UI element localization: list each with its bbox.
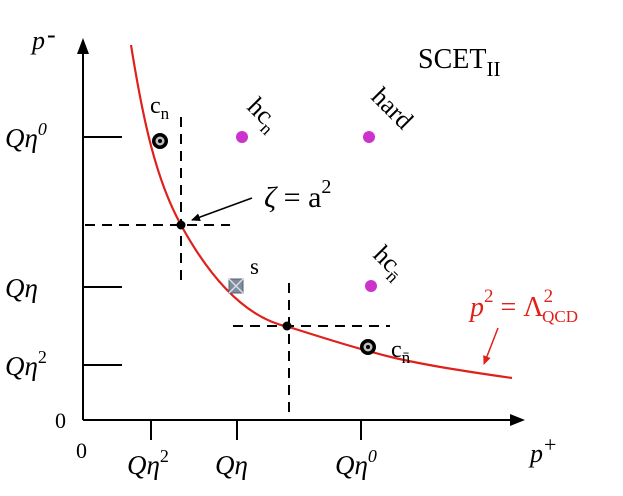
y-tick-label-1: Qη0 [5,119,47,153]
intersection-dot-2 [282,321,292,331]
y-axis-arrowhead [77,38,89,54]
x-tick-label-2: Qη [215,450,248,480]
x-tick-label-1: Qη2 [127,446,169,480]
intersection-dot-1 [176,220,186,230]
label-hcn: hcn [239,92,286,139]
origin-label-x: 0 [76,438,87,463]
label-hard: hard [366,82,419,135]
origin-label-y: 0 [55,408,66,433]
point-hard-marker [363,131,375,143]
y-axis-label: p- [30,20,56,55]
y-tick-label-3: Qη2 [5,347,47,381]
x-axis-arrowhead [510,414,525,426]
curve-label: p2 = Λ2 QCD [468,286,578,326]
point-s-marker [228,278,244,294]
hyperbola-curve [129,44,513,380]
point-cnbar-marker [360,339,376,355]
point-hcn-marker [236,131,248,143]
y-tick-label-2: Qη [5,273,38,303]
label-hcnbar: hcn̄ [365,240,412,287]
zeta-arrow [191,197,253,222]
label-cnbar: cn̄ [391,337,411,367]
zeta-label: ζ = a2 [264,176,331,214]
title: SCETII [418,44,500,81]
label-cn: cn [150,93,170,123]
x-axis-label: p+ [528,432,556,468]
x-tick-label-3: Qη0 [335,446,377,480]
point-hcnbar-marker [365,280,377,292]
point-cn-marker [152,133,168,149]
curve-label-arrow [483,327,499,365]
label-s: s [250,254,259,279]
